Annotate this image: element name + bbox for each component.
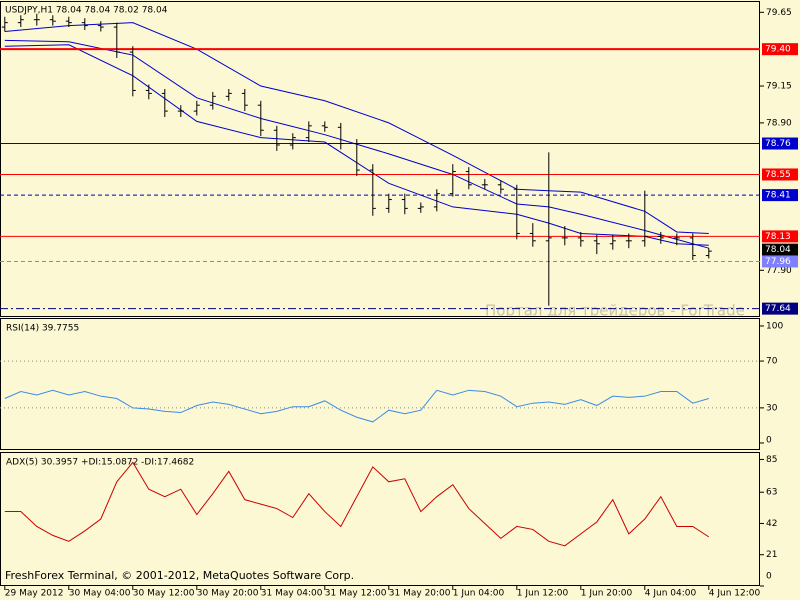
- level-tag: [762, 168, 798, 181]
- x-tick-label: 1 Jun 04:00: [453, 589, 505, 599]
- x-tick-label: 31 May 04:00: [261, 589, 323, 599]
- indicator-title: ADX(5) 30.3957 +DI:15.0872 -DI:17.4682: [6, 458, 194, 468]
- level-tag: [762, 189, 798, 202]
- y-tick-label: 21: [766, 550, 777, 560]
- y-tick-label: 0: [766, 436, 772, 446]
- y-tick-label: 100: [766, 321, 783, 331]
- y-tick-label: 85: [766, 455, 777, 465]
- x-tick-label: 31 May 20:00: [389, 589, 451, 599]
- band-line: [4, 22, 709, 234]
- rsi-panel: [0, 318, 760, 450]
- level-tag: [762, 43, 798, 56]
- x-tick-label: 29 May 2012: [5, 589, 64, 599]
- x-tick-label: 1 Jun 12:00: [517, 589, 569, 599]
- level-tag: [762, 230, 798, 243]
- band-line: [4, 39, 709, 249]
- y-tick-label: 77.90: [766, 266, 792, 276]
- level-label: 78.76: [765, 139, 791, 149]
- y-tick-label: 78.90: [766, 118, 792, 128]
- indicator-line: [4, 389, 709, 423]
- y-tick-label: 63: [766, 488, 777, 498]
- level-label: 78.55: [765, 170, 791, 180]
- x-tick-label: 30 May 04:00: [69, 589, 131, 599]
- x-tick-label: 4 Jun 12:00: [709, 589, 761, 599]
- y-tick-label: 42: [766, 519, 777, 529]
- level-label: 78.04: [765, 245, 791, 255]
- level-label: 78.41: [765, 191, 791, 201]
- x-tick-label: 4 Jun 04:00: [645, 589, 697, 599]
- level-label: 77.96: [765, 257, 791, 267]
- x-tick-label: 1 Jun 20:00: [581, 589, 633, 599]
- y-tick-label: 79.15: [766, 82, 792, 92]
- x-tick-label: 31 May 12:00: [325, 589, 387, 599]
- x-tick-label: 30 May 12:00: [133, 589, 195, 599]
- chart-title: USDJPY,H1 78.04 78.04 78.02 78.04: [5, 6, 168, 16]
- level-label: 77.64: [765, 304, 791, 314]
- y-tick-label: 70: [766, 357, 778, 367]
- level-tag: [762, 243, 798, 256]
- level-label: 78.13: [765, 232, 791, 242]
- level-tag: [762, 302, 798, 315]
- y-tick-label: 79.65: [766, 8, 792, 18]
- level-tag: [762, 137, 798, 150]
- y-tick-label: 0: [766, 572, 772, 582]
- main-panel: [0, 1, 760, 317]
- indicator-title: RSI(14) 39.7755: [6, 324, 79, 334]
- footer: FreshForex Terminal, © 2001-2012, MetaQu…: [5, 569, 354, 582]
- x-tick-label: 30 May 20:00: [197, 589, 259, 599]
- level-tag: [762, 255, 798, 268]
- indicator-line: [4, 461, 710, 547]
- adx-panel: [0, 452, 760, 586]
- y-tick-label: 30: [766, 403, 778, 413]
- level-label: 79.40: [765, 45, 791, 55]
